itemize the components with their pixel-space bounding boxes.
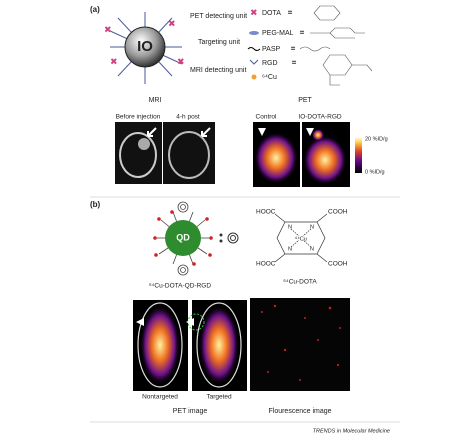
pet-mouse-images: [133, 300, 247, 391]
probe-name: ⁶⁴Cu-DOTA-QD-RGD: [149, 283, 211, 290]
svg-text:=: =: [292, 60, 296, 67]
unit-label: Targeting unit: [198, 39, 240, 46]
rgd-markers: [153, 210, 213, 266]
section-title: Flourescence image: [268, 408, 331, 415]
fluorescence-image: [250, 298, 350, 391]
svg-text:✖: ✖: [168, 18, 176, 28]
panel-label: (b): [90, 200, 101, 209]
unit-label: MRI detecting unit: [190, 67, 246, 74]
chelate-symbol: [219, 232, 239, 244]
core-label: IO: [137, 38, 153, 55]
svg-text:✖: ✖: [250, 7, 258, 17]
legend-entry: ⁶⁴Cu: [262, 74, 277, 81]
svg-text:✖: ✖: [110, 56, 118, 66]
group-label: HOOC: [256, 261, 276, 268]
image-label: IO-DOTA-RGD: [298, 114, 342, 121]
atom-label: N: [310, 224, 314, 230]
atom-label: ⁶⁴Cu: [295, 235, 307, 242]
atom-label: N: [288, 224, 292, 230]
section-title: PET: [298, 97, 312, 104]
legend: DOTA PEG-MAL PASP RGD ⁶⁴Cu: [262, 10, 294, 81]
colorbar-label: 20 %ID/g: [365, 136, 388, 142]
svg-text:=: =: [300, 30, 304, 37]
unit-label: PET detecting unit: [190, 13, 247, 20]
legend-entry: RGD: [262, 60, 278, 67]
section-title: PET image: [173, 408, 208, 415]
svg-text:✖: ✖: [177, 56, 185, 66]
dota-markers: ✖ ✖ ✖ ✖: [104, 18, 185, 66]
group-label: COOH: [328, 261, 348, 268]
svg-text:✖: ✖: [104, 24, 112, 34]
io-core: [124, 26, 166, 68]
image-label: 4-h post: [176, 114, 200, 121]
colorbar: [355, 137, 362, 173]
legend-entry: PEG-MAL: [262, 30, 294, 37]
pet-images: [253, 122, 350, 187]
dota-structure: [274, 213, 328, 263]
footer: TRENDS in Molecular Medicine: [313, 428, 390, 434]
group-label: COOH: [328, 209, 348, 216]
qd-core: [165, 220, 201, 256]
image-label: Targeted: [206, 394, 232, 401]
legend-entry: DOTA: [262, 10, 281, 17]
colorbar-label: 0 %ID/g: [365, 169, 385, 175]
section-title: MRI: [149, 97, 162, 104]
mri-images: [115, 122, 215, 184]
chelate-name: ⁶⁴Cu-DOTA: [283, 279, 317, 286]
legend-entry: PASP: [262, 46, 280, 53]
svg-text:=: =: [288, 10, 292, 17]
image-label: Control: [256, 114, 278, 121]
atom-label: N: [288, 246, 292, 252]
atom-label: N: [310, 246, 314, 252]
legend-icons: ✖: [247, 7, 261, 80]
core-label: QD: [176, 232, 190, 242]
image-label: Nontargeted: [142, 394, 178, 401]
group-label: HOOC: [256, 209, 276, 216]
image-label: Before injection: [116, 114, 161, 121]
panel-label: (a): [90, 5, 100, 14]
svg-text:=: =: [291, 46, 295, 53]
structures: = = = =: [288, 5, 373, 86]
